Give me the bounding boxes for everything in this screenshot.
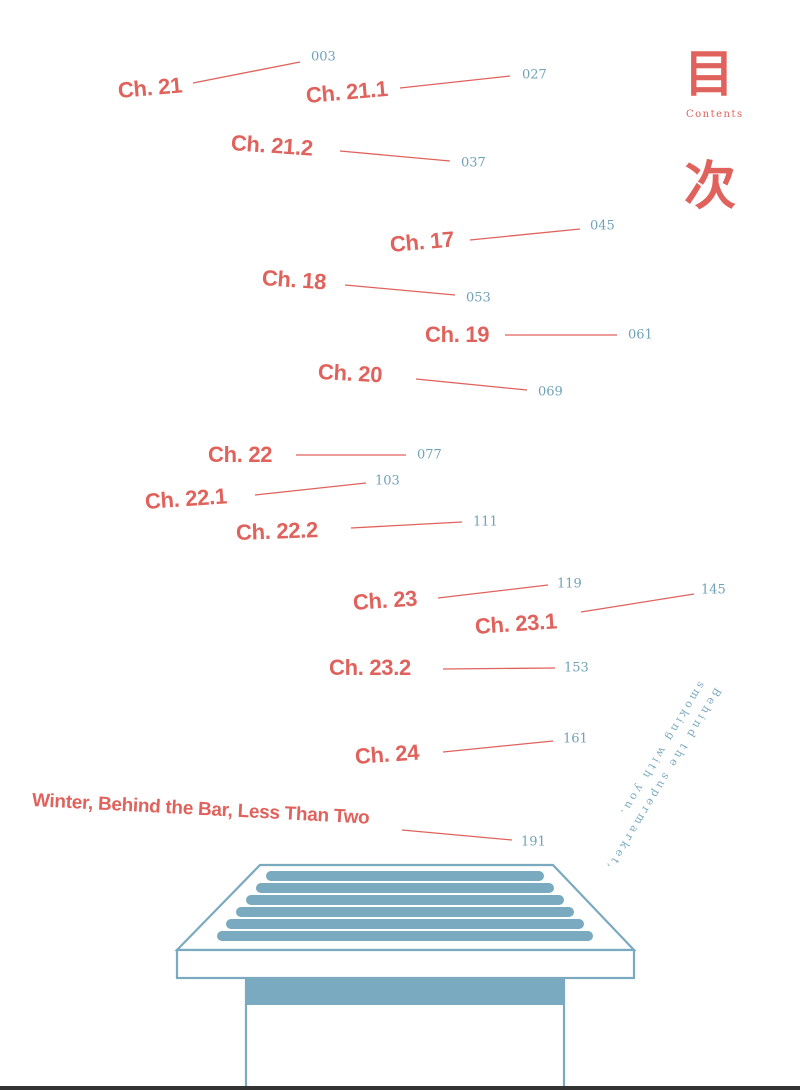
toc-chapter[interactable]: Ch. 24 bbox=[354, 739, 420, 769]
toc-page: 103 bbox=[375, 473, 400, 489]
vent-slat bbox=[226, 919, 584, 929]
title-char-top: 目 bbox=[684, 45, 734, 103]
toc-chapter[interactable]: Ch. 22.2 bbox=[235, 517, 319, 545]
toc-chapter[interactable]: Ch. 23 bbox=[352, 585, 418, 615]
leader-line bbox=[401, 829, 513, 841]
leader-line bbox=[415, 378, 528, 391]
leader-line bbox=[254, 482, 367, 496]
toc-chapter[interactable]: Ch. 17 bbox=[388, 226, 456, 257]
title-char-bottom: 次 bbox=[684, 157, 737, 217]
vent-slat bbox=[217, 931, 593, 941]
vent-slat bbox=[256, 883, 554, 893]
toc-chapter[interactable]: Ch. 22 bbox=[208, 442, 273, 467]
leader-line bbox=[442, 740, 554, 753]
toc-page: 027 bbox=[522, 67, 547, 83]
leader-line bbox=[437, 584, 549, 599]
vent-slat bbox=[266, 871, 544, 881]
toc-chapter[interactable]: Ch. 18 bbox=[261, 265, 327, 295]
toc-chapter[interactable]: Ch. 20 bbox=[317, 359, 383, 388]
toc-page: 153 bbox=[564, 660, 589, 676]
toc-page: 069 bbox=[538, 384, 563, 400]
leader-line bbox=[350, 521, 463, 529]
vent-band bbox=[246, 978, 564, 1005]
bottom-edge bbox=[0, 1086, 800, 1090]
toc-chapter[interactable]: Ch. 21 bbox=[116, 72, 184, 103]
toc-chapter[interactable]: Ch. 23.2 bbox=[329, 655, 411, 680]
contents-label: Contents bbox=[686, 109, 744, 120]
toc-page: 077 bbox=[417, 447, 442, 463]
leader-line bbox=[580, 593, 695, 613]
toc-chapter[interactable]: Ch. 19 bbox=[425, 322, 490, 347]
toc-page: 061 bbox=[628, 327, 653, 343]
toc-page: 045 bbox=[590, 218, 615, 234]
leader-line bbox=[339, 150, 451, 162]
leader-line bbox=[469, 228, 581, 241]
vent-base bbox=[175, 948, 636, 980]
toc-page: 161 bbox=[563, 731, 588, 747]
toc-page: 003 bbox=[311, 49, 336, 65]
vent-slat bbox=[246, 895, 564, 905]
toc-page: 037 bbox=[461, 155, 486, 171]
toc-page: 111 bbox=[473, 514, 498, 530]
toc-page: 053 bbox=[466, 290, 491, 306]
leader-line bbox=[344, 284, 456, 296]
vent-slat bbox=[236, 907, 574, 917]
leader-line bbox=[192, 61, 301, 84]
toc-page: 145 bbox=[701, 582, 726, 598]
toc-page: 191 bbox=[521, 834, 546, 850]
leader-line bbox=[399, 75, 511, 89]
toc-page: 119 bbox=[557, 576, 582, 592]
rooftop-vent-illustration bbox=[174, 863, 637, 1088]
leader-line bbox=[442, 667, 556, 670]
